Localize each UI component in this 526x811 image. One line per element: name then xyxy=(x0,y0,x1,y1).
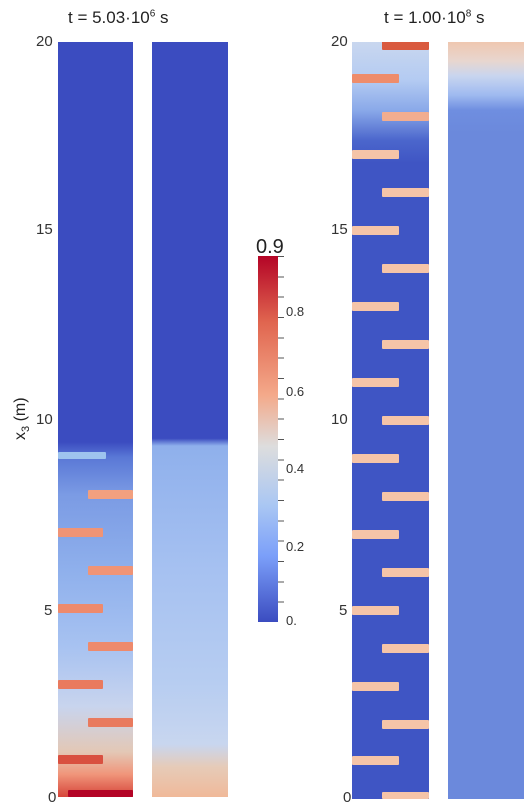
right-fin xyxy=(382,340,429,349)
left-fin xyxy=(58,755,103,764)
right-title-suffix: s xyxy=(471,8,485,27)
left-title-prefix: t = 5.03·10 xyxy=(68,8,150,27)
left-plot-field-panel xyxy=(58,42,133,797)
right-title-prefix: t = 1.00·10 xyxy=(384,8,466,27)
left-fin-top xyxy=(58,452,106,459)
right-fin xyxy=(352,226,399,235)
left-ytick-0: 0 xyxy=(48,789,57,806)
colorbar-ticks xyxy=(278,256,284,622)
right-fin xyxy=(382,720,429,729)
right-fin xyxy=(382,492,429,501)
left-ytick-15: 15 xyxy=(36,221,53,238)
y-axis-label-main: x xyxy=(12,432,29,440)
left-ytick-10: 10 xyxy=(36,411,53,428)
right-fin xyxy=(352,530,399,539)
y-axis-label-unit: (m) xyxy=(12,397,29,426)
right-fin xyxy=(382,792,429,799)
right-fin xyxy=(382,644,429,653)
right-fin xyxy=(382,264,429,273)
right-fin xyxy=(352,74,399,83)
right-plot-title: t = 1.00·108 s xyxy=(384,8,485,28)
left-plot-title: t = 5.03·106 s xyxy=(68,8,169,28)
left-title-exponent: 6 xyxy=(149,8,156,20)
left-fin xyxy=(88,490,133,499)
colorbar-tick: 0.2 xyxy=(286,539,305,554)
colorbar xyxy=(258,256,278,622)
right-fin xyxy=(352,682,399,691)
left-fin xyxy=(88,718,133,727)
y-axis-label: x3 (m) xyxy=(12,397,32,440)
right-fin xyxy=(382,42,429,50)
right-ytick-15: 15 xyxy=(331,221,348,238)
right-fin xyxy=(382,568,429,577)
colorbar-tick: 0.8 xyxy=(286,304,305,319)
right-fin xyxy=(382,112,429,121)
colorbar-tick: 0.6 xyxy=(286,384,305,399)
left-ytick-5: 5 xyxy=(44,602,53,619)
left-fin xyxy=(58,604,103,613)
right-fin xyxy=(352,756,399,765)
right-fin xyxy=(352,454,399,463)
right-plot-field-panel xyxy=(352,42,429,799)
colorbar-tick: 0.4 xyxy=(286,461,305,476)
colorbar-max-label: 0.9 xyxy=(256,236,284,258)
left-plot-average-panel xyxy=(152,42,228,797)
right-ytick-20: 20 xyxy=(331,33,348,50)
colorbar-tick: 0. xyxy=(286,613,297,628)
left-fin xyxy=(58,528,103,537)
left-ytick-20: 20 xyxy=(36,33,53,50)
right-fin xyxy=(382,188,429,197)
left-fin-bottom xyxy=(68,790,133,797)
right-ytick-5: 5 xyxy=(339,602,348,619)
right-ytick-0: 0 xyxy=(343,789,352,806)
left-title-suffix: s xyxy=(155,8,169,27)
right-title-exponent: 8 xyxy=(465,8,472,20)
left-fin xyxy=(58,680,103,689)
right-fin xyxy=(382,416,429,425)
y-axis-label-sub: 3 xyxy=(20,425,33,432)
right-ytick-10: 10 xyxy=(331,411,348,428)
left-fin xyxy=(88,566,133,575)
right-fin xyxy=(352,606,399,615)
left-fin xyxy=(88,642,133,651)
right-plot-average-panel xyxy=(448,42,524,799)
right-fin xyxy=(352,378,399,387)
right-fin xyxy=(352,302,399,311)
right-fin xyxy=(352,150,399,159)
